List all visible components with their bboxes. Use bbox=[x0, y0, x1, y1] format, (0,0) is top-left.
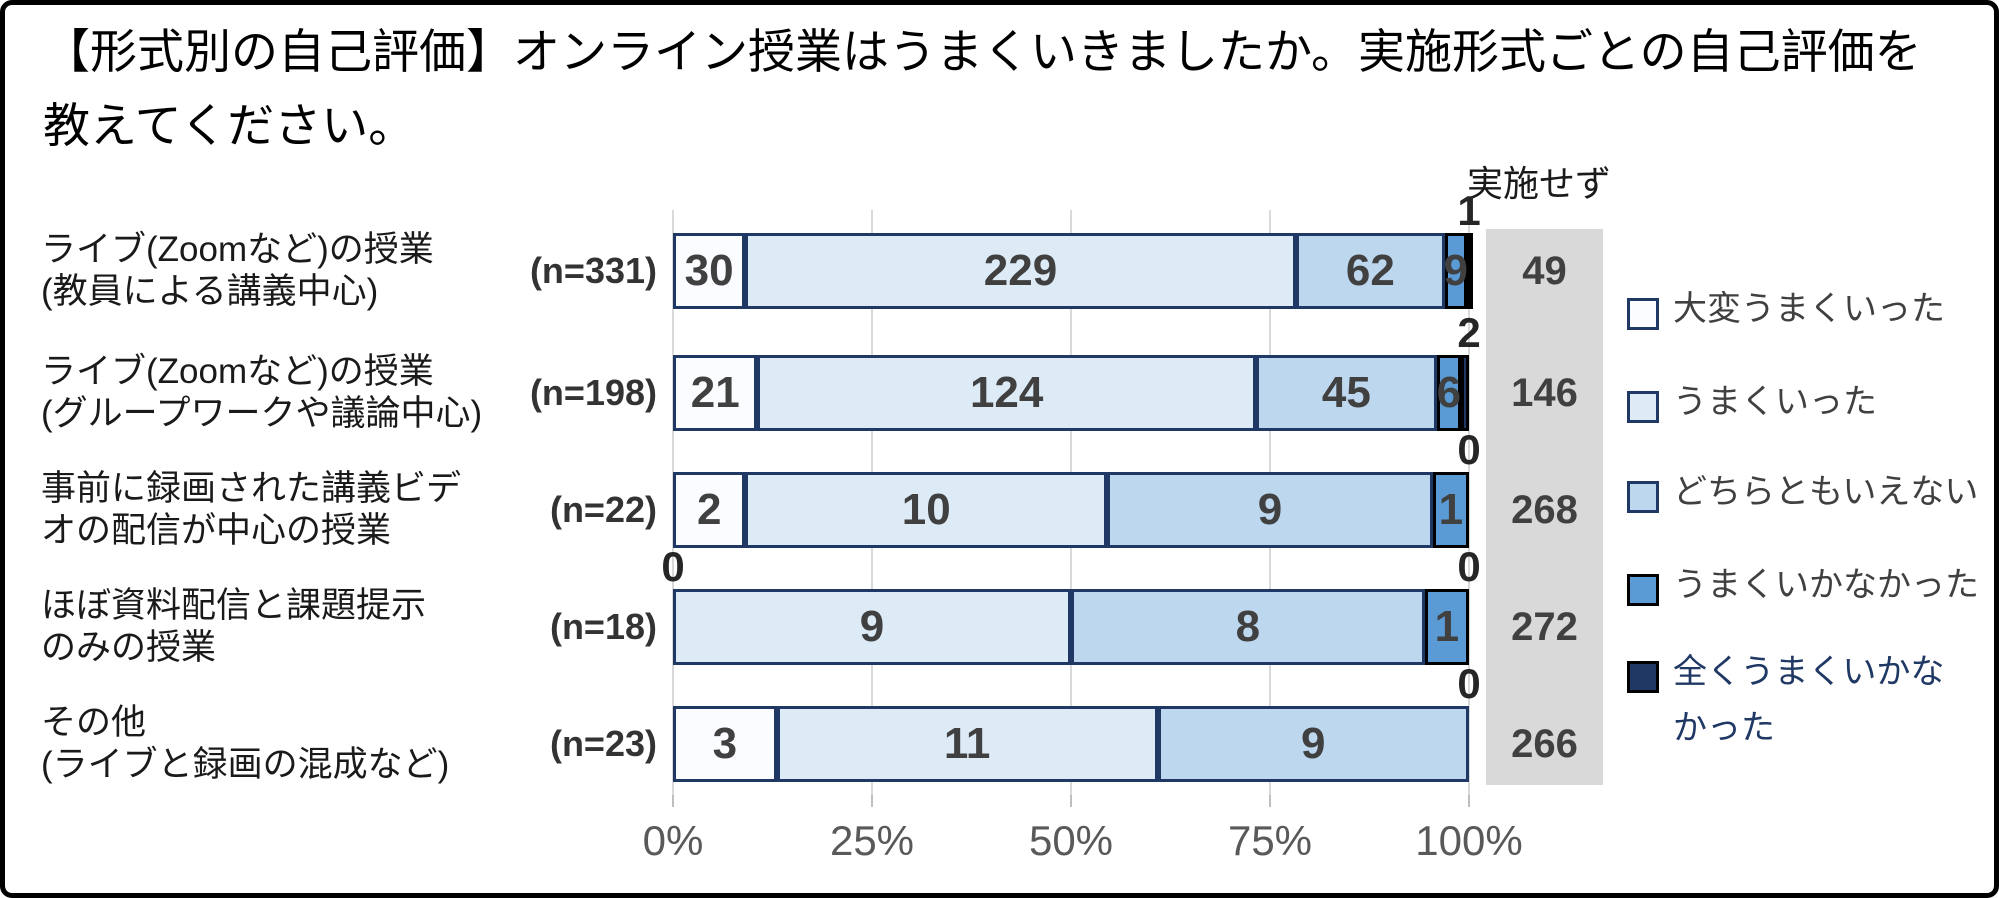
bar-callout-label: 2 bbox=[1457, 309, 1481, 356]
axis-tick-mark bbox=[672, 795, 674, 807]
chart-row: その他 (ライブと録画の混成など) (n=23) 3 11 9 0 bbox=[5, 663, 1994, 785]
not-conducted-value: 49 bbox=[1522, 249, 1567, 293]
bar-segment-5 bbox=[1466, 233, 1473, 309]
category-n-label: (n=22) bbox=[549, 489, 657, 530]
x-axis-label: 0% bbox=[642, 817, 704, 864]
legend-label: うまくいかなかった bbox=[1673, 566, 1979, 604]
category-n-label: (n=18) bbox=[549, 606, 657, 647]
legend-item-1: 大変うまくいった bbox=[1627, 290, 1945, 337]
bar-segment-4: 6 bbox=[1437, 355, 1461, 431]
legend-label: 大変うまくいった bbox=[1673, 290, 1945, 328]
axis-tick-mark bbox=[1468, 795, 1470, 807]
not-conducted-value: 146 bbox=[1511, 371, 1578, 415]
category-label: 事前に録画された講義ビデ オの配信が中心の授業 bbox=[41, 469, 462, 550]
axis-tick-mark bbox=[1070, 795, 1072, 807]
legend-swatch bbox=[1627, 481, 1659, 513]
legend-label: どちらともいえない bbox=[1673, 473, 1979, 511]
bar-segment-4: 1 bbox=[1432, 472, 1469, 548]
bar-segment-2: 11 bbox=[776, 706, 1158, 782]
stacked-bar: 30 229 62 9 1 bbox=[673, 190, 1481, 309]
bar-callout-label: 0 bbox=[661, 543, 685, 590]
bar-segment-3: 8 bbox=[1071, 589, 1425, 665]
bar-callout-label: 0 bbox=[1457, 543, 1481, 590]
chart-row: ほぼ資料配信と課題提示 のみの授業 (n=18) 9 8 1 0 0 bbox=[5, 546, 1994, 668]
not-conducted-column bbox=[1486, 229, 1603, 785]
legend-label: 全くうまくいかな かった bbox=[1673, 653, 1945, 747]
bar-segment-2: 229 bbox=[745, 233, 1296, 309]
legend-item-2: うまくいった bbox=[1627, 383, 1877, 430]
legend-swatch bbox=[1627, 391, 1659, 423]
bar-segment-4: 1 bbox=[1424, 589, 1469, 665]
gridline bbox=[1468, 210, 1470, 795]
bar-callout-label: 1 bbox=[1457, 187, 1481, 234]
bar-segment-3: 45 bbox=[1255, 355, 1437, 431]
category-label: ライブ(Zoomなど)の授業 (教員による講義中心) bbox=[41, 230, 434, 311]
not-conducted-value: 268 bbox=[1511, 488, 1578, 532]
bar-segment-1: 30 bbox=[673, 233, 746, 309]
category-label: ほぼ資料配信と課題提示 のみの授業 bbox=[41, 586, 427, 667]
bar-segment-1: 2 bbox=[673, 472, 746, 548]
bar-callout-label: 0 bbox=[1457, 426, 1481, 473]
x-axis-label: 25% bbox=[829, 817, 915, 864]
legend-swatch bbox=[1627, 298, 1659, 330]
x-axis-label: 75% bbox=[1227, 817, 1313, 864]
category-label: その他 (ライブと録画の混成など) bbox=[41, 703, 450, 784]
axis-tick-mark bbox=[871, 795, 873, 807]
legend-item-5: 全くうまくいかな かった bbox=[1627, 653, 1944, 756]
bar-segment-3: 62 bbox=[1295, 233, 1445, 309]
category-n-label: (n=23) bbox=[549, 723, 657, 764]
not-conducted-header: 実施せず bbox=[1467, 163, 1612, 204]
bar-segment-2: 9 bbox=[673, 589, 1071, 665]
category-label: ライブ(Zoomなど)の授業 (グループワークや議論中心) bbox=[41, 352, 483, 433]
x-axis-label: 50% bbox=[1028, 817, 1114, 864]
bar-segment-4: 9 bbox=[1444, 233, 1468, 309]
bar-segment-2: 124 bbox=[757, 355, 1256, 431]
legend-swatch bbox=[1627, 661, 1659, 693]
chart-title: 【形式別の自己評価】オンライン授業はうまくいきましたか。実施形式ごとの自己評価を… bbox=[43, 25, 1922, 152]
bar-segment-1: 3 bbox=[673, 706, 777, 782]
not-conducted-value: 272 bbox=[1511, 605, 1578, 649]
chart-row: ライブ(Zoomなど)の授業 (グループワークや議論中心) (n=198) 21 12… bbox=[5, 312, 1994, 434]
category-n-label: (n=331) bbox=[529, 250, 657, 291]
category-n-label: (n=198) bbox=[529, 372, 657, 413]
legend-label: うまくいった bbox=[1673, 383, 1877, 421]
chart-row: 事前に録画された講義ビデ オの配信が中心の授業 (n=22) 2 10 9 1 0 bbox=[5, 429, 1994, 551]
chart-row: ライブ(Zoomなど)の授業 (教員による講義中心) (n=331) 30 229 62… bbox=[5, 190, 1994, 312]
legend-item-4: うまくいかなかった bbox=[1627, 566, 1979, 613]
bar-segment-3: 9 bbox=[1157, 706, 1469, 782]
stacked-bar: 21 124 45 6 2 bbox=[673, 312, 1481, 431]
legend-item-3: どちらともいえない bbox=[1627, 473, 1978, 520]
stacked-bar: 2 10 9 1 0 bbox=[673, 429, 1481, 548]
not-conducted-value: 266 bbox=[1511, 722, 1578, 766]
x-axis-label: 100% bbox=[1415, 817, 1523, 864]
bar-segment-5 bbox=[1460, 355, 1469, 431]
legend-swatch bbox=[1627, 574, 1659, 606]
axis-tick-mark bbox=[1269, 795, 1271, 807]
bar-callout-label: 0 bbox=[1457, 660, 1481, 707]
bar-segment-2: 10 bbox=[745, 472, 1108, 548]
stacked-bar: 3 11 9 0 bbox=[673, 663, 1481, 782]
bar-segment-3: 9 bbox=[1107, 472, 1433, 548]
bar-segment-1: 21 bbox=[673, 355, 758, 431]
